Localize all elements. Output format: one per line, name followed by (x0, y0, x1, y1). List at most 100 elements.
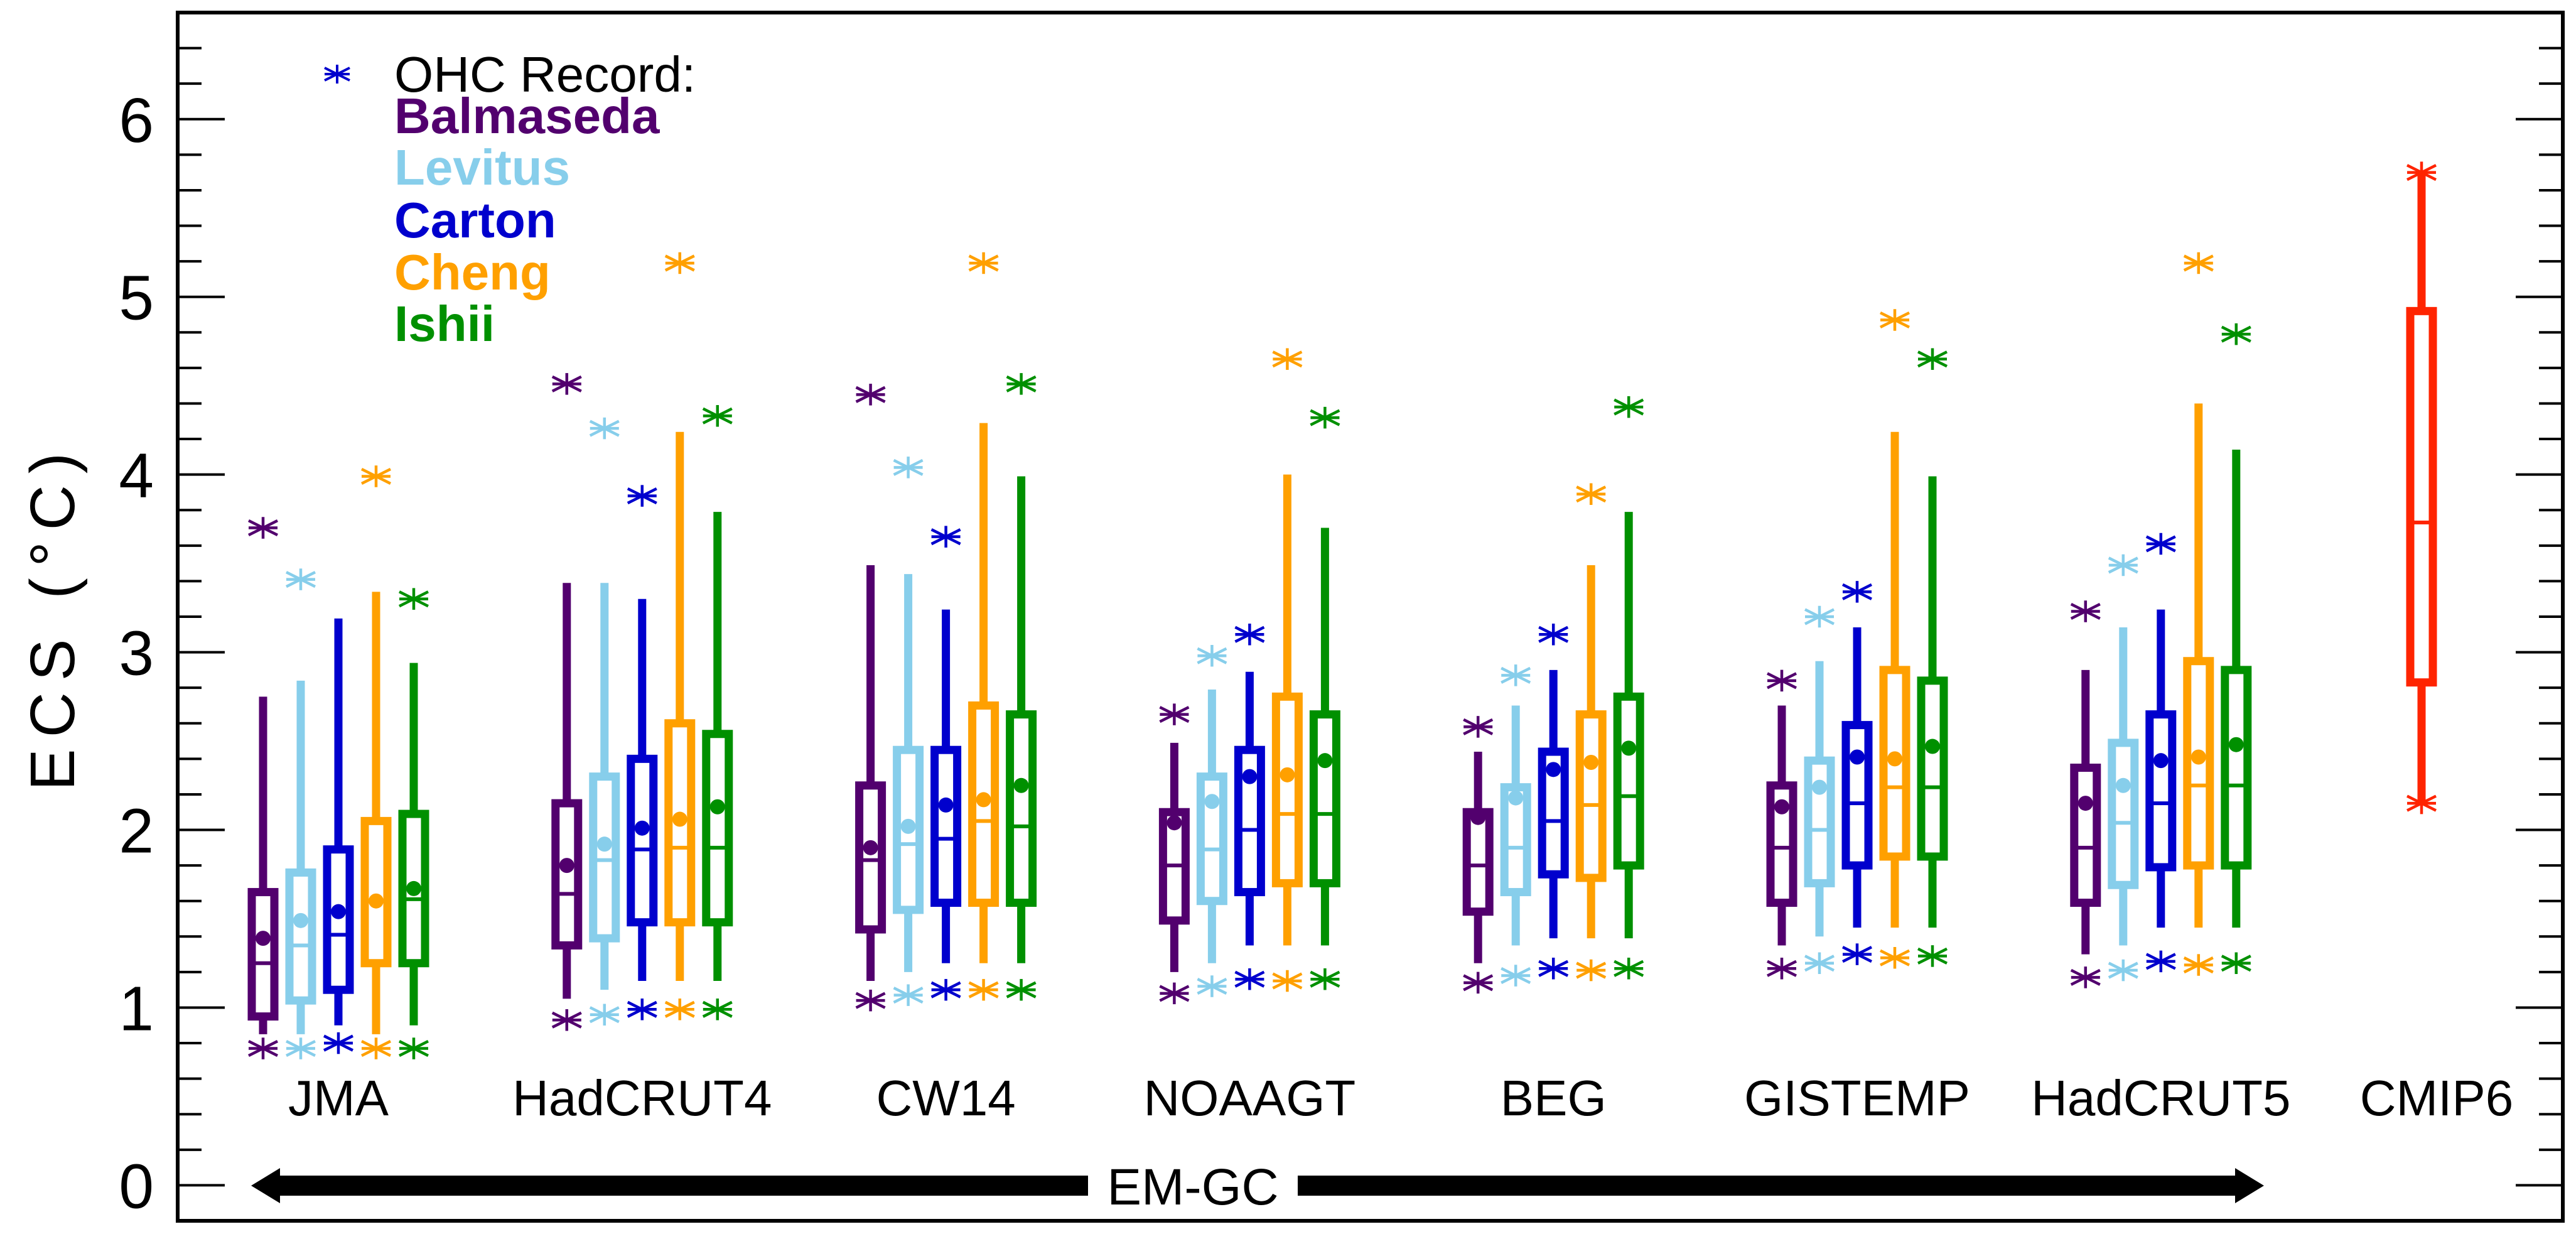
asterisk-stroke (2406, 164, 2437, 181)
asterisk-stroke (2406, 794, 2437, 812)
lower-asterisk (1272, 970, 1303, 992)
asterisk-stroke (1614, 398, 1644, 416)
box-carton (323, 618, 354, 1054)
box-ishii (398, 588, 429, 1059)
y-tick-label: 2 (119, 796, 154, 867)
lower-asterisk (1804, 952, 1835, 974)
mean-dot (1887, 751, 1902, 767)
box (2406, 306, 2437, 687)
legend-entry-levitus: Levitus (394, 139, 570, 195)
mean-dot (1621, 740, 1637, 756)
mean-dot (976, 792, 991, 808)
upper-asterisk (1463, 716, 1494, 738)
asterisk-stroke (1879, 949, 1910, 966)
lower-asterisk (1841, 943, 1873, 965)
box-balmaseda (1158, 703, 1190, 1005)
asterisk-stroke (2108, 556, 2138, 574)
asterisk-stroke (627, 487, 657, 505)
box-levitus (1196, 644, 1227, 997)
upper-asterisk (2145, 533, 2176, 555)
upper-asterisk (1614, 396, 1644, 418)
box-levitus (1804, 605, 1835, 974)
asterisk-stroke (2070, 968, 2101, 986)
upper-asterisk (1006, 373, 1037, 395)
y-axis-ticks (178, 11, 2563, 1187)
asterisk-stroke (1501, 967, 1531, 985)
asterisk-stroke (702, 407, 733, 425)
plot-frame (176, 11, 2565, 1223)
box-carton (1841, 581, 1873, 965)
box-balmaseda (247, 517, 279, 1059)
box (2221, 666, 2252, 870)
lower-asterisk (968, 978, 999, 1001)
upper-asterisk (1272, 348, 1303, 370)
mean-dot (1583, 755, 1599, 771)
box-cheng (1575, 483, 1607, 982)
upper-asterisk (360, 465, 392, 487)
lower-asterisk (360, 1037, 392, 1059)
asterisk-stroke (1538, 625, 1569, 643)
y-axis-title: ECS (°C) (18, 441, 88, 791)
box-ishii (1006, 373, 1037, 1001)
lower-asterisk (323, 1032, 354, 1054)
asterisk-stroke (893, 458, 924, 476)
lower-asterisk (1501, 965, 1531, 987)
upper-asterisk (2221, 323, 2251, 345)
lower-asterisk (589, 1004, 620, 1026)
asterisk-stroke (2183, 956, 2214, 974)
asterisk-stroke (1272, 350, 1303, 368)
asterisk-stroke (324, 67, 350, 82)
box (893, 745, 924, 914)
mean-dot (293, 912, 308, 928)
box-ishii (702, 405, 733, 1020)
asterisk-stroke (247, 519, 279, 537)
mean-dot (709, 799, 725, 815)
box-balmaseda (855, 384, 887, 1012)
category-label: JMA (288, 1070, 389, 1126)
box-plots (247, 252, 2252, 1059)
upper-asterisk (930, 526, 961, 548)
box-cheng (2183, 252, 2214, 976)
asterisk-stroke (1463, 974, 1494, 992)
lower-asterisk (1159, 982, 1190, 1005)
lower-asterisk (398, 1037, 429, 1059)
box-levitus (285, 568, 316, 1059)
lower-asterisk (1879, 946, 1910, 969)
mean-dot (2191, 749, 2206, 765)
asterisk-stroke (1917, 350, 1948, 368)
asterisk-stroke (855, 386, 886, 403)
lower-asterisk (1197, 975, 1227, 997)
box-carton (627, 485, 658, 1020)
mean-dot (1204, 794, 1220, 809)
legend: OHC Record: BalmasedaLevitusCartonChengI… (324, 46, 696, 352)
category-label: BEG (1501, 1070, 1607, 1126)
upper-asterisk (664, 252, 695, 274)
box-balmaseda (551, 373, 583, 1031)
lower-asterisk (627, 999, 657, 1020)
upper-asterisk (1917, 348, 1948, 370)
asterisk-stroke (1234, 625, 1265, 643)
mean-dot (2115, 777, 2131, 793)
y-tick-label: 0 (119, 1151, 154, 1221)
lower-asterisk (702, 999, 733, 1020)
box (1006, 710, 1037, 907)
asterisk-stroke (285, 571, 316, 588)
legend-asterisk (324, 65, 350, 84)
group-hadcrut5 (2070, 252, 2252, 988)
asterisk-stroke (360, 467, 392, 485)
asterisk-stroke (1538, 960, 1569, 977)
asterisk-stroke (2145, 535, 2176, 553)
box-cmip6 (2406, 161, 2437, 815)
box-levitus (893, 457, 924, 1006)
mean-dot (672, 811, 687, 827)
upper-asterisk (1310, 406, 1340, 429)
box-balmaseda (1462, 716, 1494, 994)
asterisk-stroke (664, 1000, 695, 1018)
asterisk-stroke (2221, 955, 2251, 972)
box (589, 772, 620, 943)
box (1271, 692, 1303, 887)
mean-dot (938, 797, 954, 813)
mean-dot (256, 931, 271, 946)
asterisk-stroke (398, 1040, 429, 1058)
mean-dot (596, 836, 612, 852)
